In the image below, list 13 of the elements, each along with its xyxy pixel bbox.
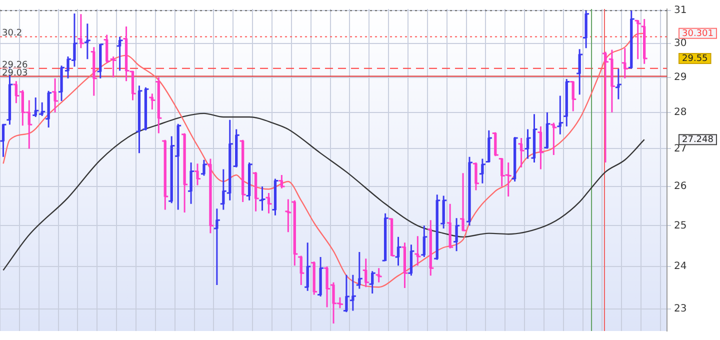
y-tick-label: 29	[674, 72, 687, 83]
y-tick-label: 23	[674, 304, 687, 315]
y-tick-label: 25	[674, 220, 687, 232]
y-tick-label: 24	[674, 261, 687, 272]
y-tick-label: 30	[674, 38, 687, 49]
y-tick-label: 31	[674, 5, 687, 16]
ref-line-label: 30.2	[2, 28, 22, 39]
text: 30.301	[682, 28, 714, 39]
y-tick-label: 28	[674, 106, 687, 118]
line-series	[2, 112, 645, 271]
y-tick-label: 26	[674, 181, 687, 192]
text: 27.248	[682, 134, 714, 145]
text: 29.55	[682, 54, 708, 64]
